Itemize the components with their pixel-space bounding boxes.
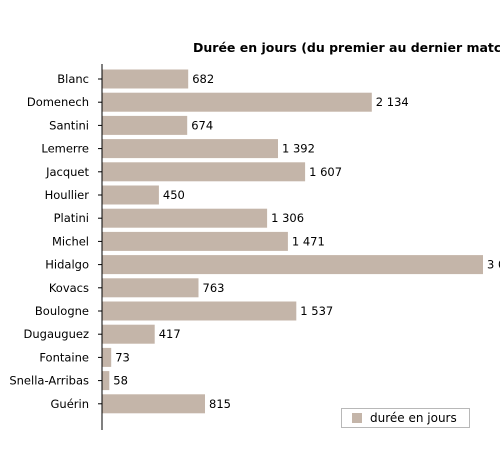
value-label-7: 1 471 bbox=[292, 234, 325, 248]
value-label-13: 58 bbox=[113, 374, 128, 388]
value-label-6: 1 306 bbox=[271, 211, 304, 225]
legend: durée en jours bbox=[341, 408, 470, 428]
category-label-6: Platini bbox=[54, 211, 89, 225]
value-label-14: 815 bbox=[209, 397, 231, 411]
value-label-5: 450 bbox=[163, 188, 185, 202]
category-label-2: Santini bbox=[49, 118, 89, 132]
category-label-12: Fontaine bbox=[39, 350, 89, 364]
value-label-1: 2 134 bbox=[376, 95, 409, 109]
category-label-0: Blanc bbox=[57, 72, 89, 86]
legend-swatch bbox=[352, 413, 362, 423]
category-label-8: Hidalgo bbox=[45, 258, 89, 272]
value-label-2: 674 bbox=[191, 118, 213, 132]
bar-5 bbox=[102, 185, 159, 205]
category-label-11: Dugauguez bbox=[24, 327, 89, 341]
bar-3 bbox=[102, 139, 278, 159]
value-label-12: 73 bbox=[115, 350, 130, 364]
value-label-3: 1 392 bbox=[282, 142, 315, 156]
category-label-13: Snella-Arribas bbox=[9, 374, 89, 388]
bar-10 bbox=[102, 301, 297, 321]
category-label-3: Lemerre bbox=[41, 142, 89, 156]
bar-2 bbox=[102, 115, 188, 135]
category-label-10: Boulogne bbox=[35, 304, 89, 318]
bar-12 bbox=[102, 347, 112, 367]
category-label-9: Kovacs bbox=[49, 281, 89, 295]
bar-1 bbox=[102, 92, 372, 112]
value-label-9: 763 bbox=[203, 281, 225, 295]
bar-13 bbox=[102, 371, 110, 391]
value-label-8: 3 014 bbox=[487, 258, 500, 272]
legend-label: durée en jours bbox=[370, 411, 457, 425]
value-label-11: 417 bbox=[159, 327, 181, 341]
bar-11 bbox=[102, 324, 155, 344]
value-label-4: 1 607 bbox=[309, 165, 342, 179]
bar-4 bbox=[102, 162, 306, 182]
category-label-7: Michel bbox=[52, 234, 89, 248]
category-label-1: Domenech bbox=[27, 95, 89, 109]
bar-14 bbox=[102, 394, 205, 414]
category-label-5: Houllier bbox=[45, 188, 90, 202]
bar-0 bbox=[102, 69, 189, 89]
category-label-14: Guérin bbox=[51, 397, 90, 411]
bar-8 bbox=[102, 255, 483, 275]
category-label-4: Jacquet bbox=[45, 165, 89, 179]
bar-7 bbox=[102, 231, 288, 251]
bar-6 bbox=[102, 208, 268, 228]
value-label-0: 682 bbox=[192, 72, 214, 86]
value-label-10: 1 537 bbox=[300, 304, 333, 318]
bar-9 bbox=[102, 278, 199, 298]
chart-title: Durée en jours (du premier au dernier ma… bbox=[193, 40, 500, 55]
